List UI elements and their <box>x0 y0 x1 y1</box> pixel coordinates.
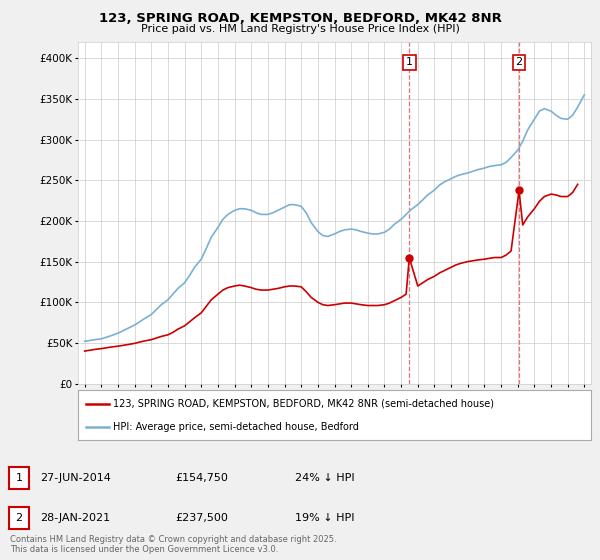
Text: 2: 2 <box>16 512 23 522</box>
Text: HPI: Average price, semi-detached house, Bedford: HPI: Average price, semi-detached house,… <box>113 422 359 432</box>
Text: Price paid vs. HM Land Registry's House Price Index (HPI): Price paid vs. HM Land Registry's House … <box>140 24 460 34</box>
Text: 2: 2 <box>515 57 523 67</box>
Text: 123, SPRING ROAD, KEMPSTON, BEDFORD, MK42 8NR: 123, SPRING ROAD, KEMPSTON, BEDFORD, MK4… <box>98 12 502 25</box>
Text: 27-JUN-2014: 27-JUN-2014 <box>40 473 111 483</box>
FancyBboxPatch shape <box>9 466 29 489</box>
Text: 24% ↓ HPI: 24% ↓ HPI <box>295 473 355 483</box>
FancyBboxPatch shape <box>9 507 29 529</box>
Text: 1: 1 <box>406 57 413 67</box>
Text: Contains HM Land Registry data © Crown copyright and database right 2025.
This d: Contains HM Land Registry data © Crown c… <box>10 535 337 554</box>
Text: 123, SPRING ROAD, KEMPSTON, BEDFORD, MK42 8NR (semi-detached house): 123, SPRING ROAD, KEMPSTON, BEDFORD, MK4… <box>113 399 494 408</box>
Text: 1: 1 <box>16 473 23 483</box>
Text: 28-JAN-2021: 28-JAN-2021 <box>40 512 110 522</box>
Text: £154,750: £154,750 <box>175 473 228 483</box>
Text: 19% ↓ HPI: 19% ↓ HPI <box>295 512 355 522</box>
Text: £237,500: £237,500 <box>175 512 228 522</box>
